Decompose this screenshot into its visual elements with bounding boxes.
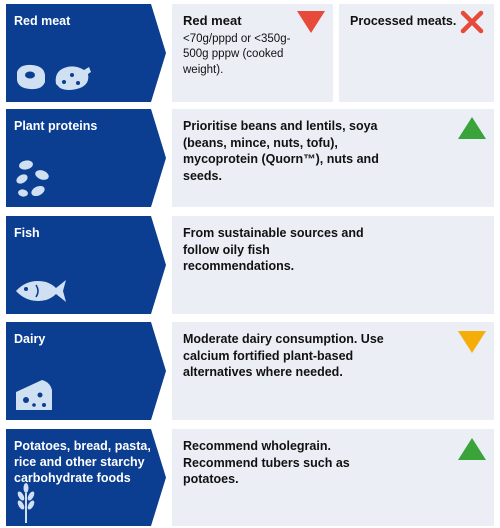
advice-panel-fish: From sustainable sources and follow oily… bbox=[172, 216, 494, 314]
food-row-fish: Fish From sustainable sources and follow… bbox=[6, 216, 494, 314]
food-label-text: Red meat bbox=[14, 14, 71, 28]
beans-icon bbox=[16, 160, 49, 197]
advice-panel-starchy-carbohydrates: Recommend wholegrain. Recommend tubers s… bbox=[172, 429, 494, 526]
avoid-text: Processed meats. bbox=[350, 14, 457, 28]
food-label-plant-proteins: Plant proteins bbox=[6, 109, 166, 207]
food-label-starchy-carbohydrates: Potatoes, bread, pasta, rice and other s… bbox=[6, 429, 166, 526]
advice-text: Prioritise beans and lentils, soya (bean… bbox=[183, 119, 379, 183]
advice-text: Moderate dairy consumption. Use calcium … bbox=[183, 332, 384, 379]
advice-text: From sustainable sources and follow oily… bbox=[183, 226, 364, 273]
limit-detail: <70g/pppd or <350g-500g pppw (cooked wei… bbox=[183, 32, 291, 76]
limit-panel-red-meat: Red meat <70g/pppd or <350g-500g pppw (c… bbox=[172, 4, 333, 102]
food-row-dairy: Dairy Moderate dairy consumption. Use ca… bbox=[6, 322, 494, 420]
food-label-dairy: Dairy bbox=[6, 322, 166, 420]
limit-title: Red meat bbox=[183, 13, 242, 28]
advice-text: Recommend wholegrain. Recommend tubers s… bbox=[183, 439, 350, 486]
red-cross-icon bbox=[460, 10, 484, 34]
advice-panel-plant-proteins: Prioritise beans and lentils, soya (bean… bbox=[172, 109, 494, 207]
avoid-panel-red-meat: Processed meats. bbox=[339, 4, 494, 102]
food-row-plant-proteins: Plant proteins Prioritise beans and lent… bbox=[6, 109, 494, 207]
amber-down-triangle-icon bbox=[458, 331, 486, 353]
green-up-triangle-icon bbox=[458, 117, 486, 139]
food-label-text: Fish bbox=[14, 226, 40, 240]
green-up-triangle-icon bbox=[458, 438, 486, 460]
food-label-fish: Fish bbox=[6, 216, 166, 314]
wheat-icon bbox=[17, 483, 35, 523]
food-label-red-meat: Red meat bbox=[6, 4, 166, 102]
red-down-triangle-icon bbox=[297, 11, 325, 33]
food-label-text: Dairy bbox=[14, 332, 46, 346]
advice-panel-dairy: Moderate dairy consumption. Use calcium … bbox=[172, 322, 494, 420]
meat-sausage-icon bbox=[17, 64, 91, 90]
food-label-text: Potatoes, bread, pasta, rice and other s… bbox=[14, 439, 151, 485]
food-row-red-meat: Red meat Red meat <70g/pppd or <350g-500… bbox=[6, 4, 494, 102]
food-row-starchy-carbohydrates: Potatoes, bread, pasta, rice and other s… bbox=[6, 429, 494, 526]
cheese-icon bbox=[16, 380, 52, 410]
fish-icon bbox=[16, 280, 66, 302]
food-label-text: Plant proteins bbox=[14, 119, 98, 133]
